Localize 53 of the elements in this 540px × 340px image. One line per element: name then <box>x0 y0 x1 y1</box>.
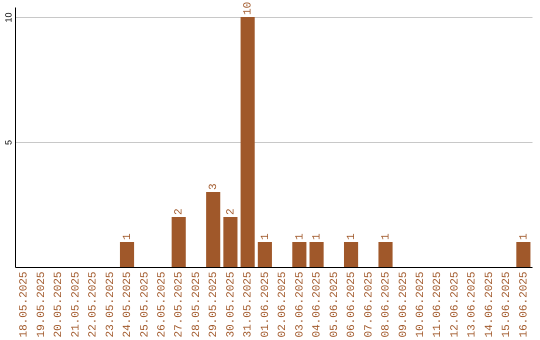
data-label: 1 <box>518 233 530 240</box>
bar <box>344 242 358 267</box>
data-label: 1 <box>294 233 306 240</box>
bar <box>240 17 255 267</box>
data-label: 1 <box>122 233 134 240</box>
x-tick-label: 02.06.2025 <box>277 272 290 338</box>
bar <box>120 242 134 267</box>
x-tick-label: 01.06.2025 <box>260 272 272 338</box>
bar <box>206 192 220 267</box>
x-tick-label: 23.05.2025 <box>104 272 117 338</box>
bar <box>292 242 306 267</box>
x-tick-label: 24.05.2025 <box>122 272 134 338</box>
x-tick-label: 16.06.2025 <box>518 272 530 338</box>
data-label: 1 <box>346 233 358 240</box>
x-tick-label: 14.06.2025 <box>484 272 496 338</box>
data-label: 2 <box>225 208 238 215</box>
x-tick-label: 09.06.2025 <box>398 272 410 338</box>
x-tick-label: 25.05.2025 <box>139 272 152 338</box>
bar <box>378 242 393 267</box>
x-tick-label: 07.06.2025 <box>363 272 376 338</box>
x-tick-label: 10.06.2025 <box>414 272 427 338</box>
x-tick-label: 03.06.2025 <box>294 272 306 338</box>
bar <box>310 242 324 267</box>
x-tick-label: 19.05.2025 <box>36 272 48 338</box>
data-label: 1 <box>312 233 324 240</box>
x-tick-label: 31.05.2025 <box>242 272 255 338</box>
y-tick-label: 5 <box>4 140 14 146</box>
data-label: 2 <box>174 208 186 215</box>
bar <box>516 242 530 267</box>
bar <box>223 217 238 267</box>
x-tick-label: 11.06.2025 <box>432 272 444 338</box>
x-tick-label: 06.06.2025 <box>346 272 358 338</box>
data-label: 10 <box>242 2 255 15</box>
x-tick-label: 12.06.2025 <box>449 272 462 338</box>
bar <box>258 242 272 267</box>
x-tick-label: 20.05.2025 <box>53 272 66 338</box>
data-label: 3 <box>208 183 220 190</box>
data-label: 1 <box>260 233 272 240</box>
x-tick-label: 30.05.2025 <box>225 272 238 338</box>
x-tick-label: 21.05.2025 <box>70 272 82 338</box>
x-tick-label: 26.05.2025 <box>156 272 168 338</box>
x-tick-label: 13.06.2025 <box>466 272 479 338</box>
x-tick-label: 29.05.2025 <box>208 272 220 338</box>
x-tick-label: 18.05.2025 <box>18 272 31 338</box>
x-tick-label: 28.05.2025 <box>190 272 203 338</box>
bar <box>172 217 186 267</box>
x-tick-label: 22.05.2025 <box>88 272 100 338</box>
x-tick-label: 04.06.2025 <box>312 272 324 338</box>
x-tick-label: 05.06.2025 <box>328 272 341 338</box>
x-tick-label: 15.06.2025 <box>501 272 514 338</box>
x-tick-label: 08.06.2025 <box>380 272 393 338</box>
data-label: 1 <box>380 233 393 240</box>
x-tick-label: 27.05.2025 <box>174 272 186 338</box>
